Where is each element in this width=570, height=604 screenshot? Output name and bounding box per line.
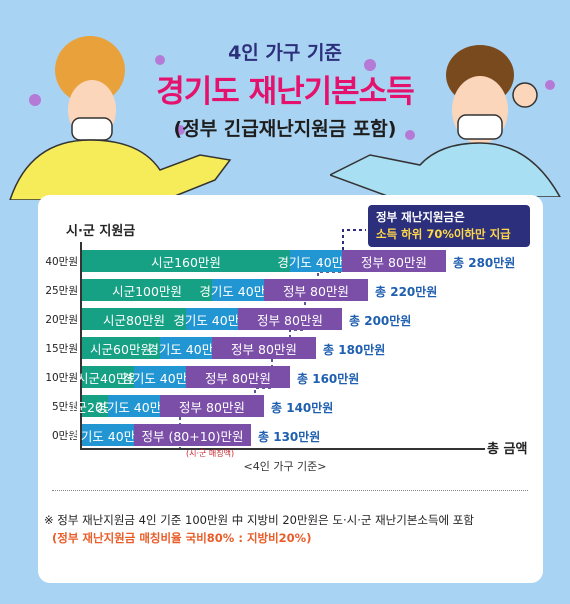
- callout-line-1: 정부 재난지원금은: [376, 210, 465, 224]
- row-label: 10만원: [45, 372, 78, 384]
- header-household-basis: 4인 가구 기준: [228, 42, 342, 64]
- government-segment: 정부 80만원: [212, 337, 316, 359]
- y-axis: [80, 242, 82, 449]
- government-segment: 정부 80만원: [342, 250, 446, 272]
- row-total: 총 180만원: [323, 343, 386, 357]
- city-segment: 시군80만원: [82, 308, 186, 330]
- province-segment: 경기도 40만원: [147, 337, 225, 359]
- man-illustration: [330, 45, 561, 197]
- city-segment: 시군160만원: [82, 250, 290, 272]
- page-subtitle: (정부 긴급재난지원금 포함): [173, 118, 397, 140]
- province-segment: 경기도 40만원: [173, 308, 251, 330]
- row-total: 총 130만원: [258, 430, 321, 444]
- header-banner: 4인 가구 기준 경기도 재난기본소득 (정부 긴급재난지원금 포함): [0, 0, 570, 200]
- chart-basis-caption: <4인 가구 기준>: [243, 460, 327, 473]
- callout-line-2: 소득 하위 70%이하만 지급: [376, 227, 511, 241]
- row-total: 총 280만원: [453, 256, 516, 270]
- row-label: 5만원: [51, 401, 78, 413]
- government-segment: 정부 80만원: [264, 279, 368, 301]
- row-label: 0만원: [51, 430, 78, 442]
- woman-illustration: [9, 36, 232, 200]
- government-segment: 정부 80만원: [186, 366, 290, 388]
- x-axis-label: 총 금액: [487, 442, 528, 457]
- y-axis-label: 시·군 지원금: [66, 224, 136, 239]
- province-segment: 경기도 40만원: [199, 279, 277, 301]
- government-segment: 정부 80만원: [238, 308, 342, 330]
- footer-ratio-note: (정부 재난지원금 매칭비율 국비80% : 지방비20%): [52, 531, 312, 545]
- row-label: 15만원: [45, 343, 78, 355]
- row-total: 총 200만원: [349, 314, 412, 328]
- x-axis: [80, 448, 485, 450]
- row-label: 25만원: [45, 285, 78, 297]
- province-segment: 경기도 40만원: [121, 366, 199, 388]
- footer-note: ※ 정부 재난지원금 4인 기준 100만원 中 지방비 20만원은 도·시·군…: [44, 513, 474, 527]
- government-segment: 정부 80만원: [160, 395, 264, 417]
- government-segment: 정부 (80+10)만원: [134, 424, 251, 446]
- row-total: 총 140만원: [271, 401, 334, 415]
- row-total: 총 220만원: [375, 285, 438, 299]
- city-match-note: (시·군 매칭액): [186, 449, 235, 458]
- city-segment: 시군40만원: [77, 366, 139, 388]
- city-segment: 시군100만원: [82, 279, 212, 301]
- city-segment: 시군60만원: [82, 337, 160, 359]
- province-segment: 경기도 40만원: [69, 424, 147, 446]
- page-title: 경기도 재난기본소득: [156, 74, 414, 110]
- callout-box: 정부 재난지원금은 소득 하위 70%이하만 지급: [368, 205, 530, 247]
- province-segment: 경기도 40만원: [277, 250, 355, 272]
- row-label: 40만원: [45, 256, 78, 268]
- row-total: 총 160만원: [297, 372, 360, 386]
- province-segment: 경기도 40만원: [95, 395, 173, 417]
- row-label: 20만원: [45, 314, 78, 326]
- footer-divider: [52, 490, 528, 491]
